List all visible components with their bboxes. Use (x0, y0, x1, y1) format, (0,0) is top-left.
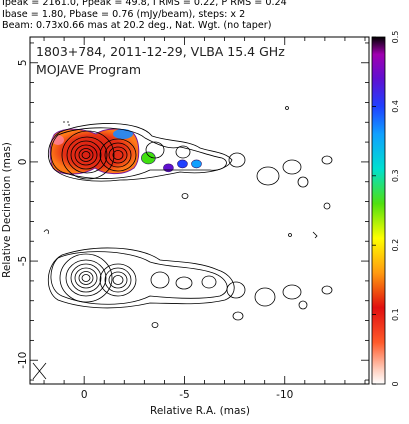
polarized-component (163, 163, 174, 173)
colorbar-tick-label: 0 (391, 381, 400, 386)
x-tick-label: 0 (81, 389, 88, 401)
y-tick-label: 0 (17, 159, 29, 166)
y-tick-labels: 5 0 -5 -10 (17, 59, 29, 368)
colorbar-tick-label: 0.4 (391, 100, 400, 113)
header-line-beam: Beam: 0.73x0.66 mas at 20.2 deg., Nat. W… (2, 20, 272, 32)
colorbar-tick-label: 0.5 (391, 31, 400, 44)
plot-header: Ipeak = 2161.0, Ppeak = 49.8, I RMS = 0.… (2, 0, 407, 32)
polarized-component (177, 159, 188, 169)
colorbar (371, 36, 386, 385)
colorbar-tick-label: 0.1 (391, 308, 400, 321)
header-line-base: Ibase = 1.80, Pbase = 0.76 (mJy/beam), s… (2, 8, 246, 20)
polarized-component (191, 159, 202, 169)
axis-ticks (30, 37, 369, 384)
beam-marker (32, 362, 47, 380)
header-line-intensity: Ipeak = 2161.0, Ppeak = 49.8, I RMS = 0.… (2, 0, 287, 8)
x-axis-title: Relative R.A. (mas) (150, 405, 250, 417)
y-tick-label: -5 (17, 256, 29, 266)
total-intensity-contours (43, 106, 333, 239)
colorbar-tick-label: 0.2 (391, 239, 400, 252)
y-tick-label: 5 (17, 59, 29, 66)
y-tick-label: -10 (17, 352, 29, 369)
chart-title: 1803+784, 2011-12-29, VLBA 15.4 GHz (36, 44, 285, 59)
lower-contour-map (47, 247, 333, 328)
y-axis-title: Relative Decination (mas) (1, 142, 13, 278)
polarization-map (49, 128, 140, 175)
x-tick-labels: 0 -5 -10 (81, 389, 294, 401)
colorbar-ticks: 0.5 0.4 0.3 0.2 0.1 0 (372, 31, 400, 387)
colorbar-tick-label: 0.3 (391, 169, 400, 182)
polarized-components (141, 151, 202, 173)
x-tick-label: -5 (179, 389, 189, 401)
plot-frame (29, 36, 370, 385)
x-tick-label: -10 (276, 389, 293, 401)
chart-subtitle: MOJAVE Program (36, 62, 141, 77)
map-contents (32, 106, 333, 380)
